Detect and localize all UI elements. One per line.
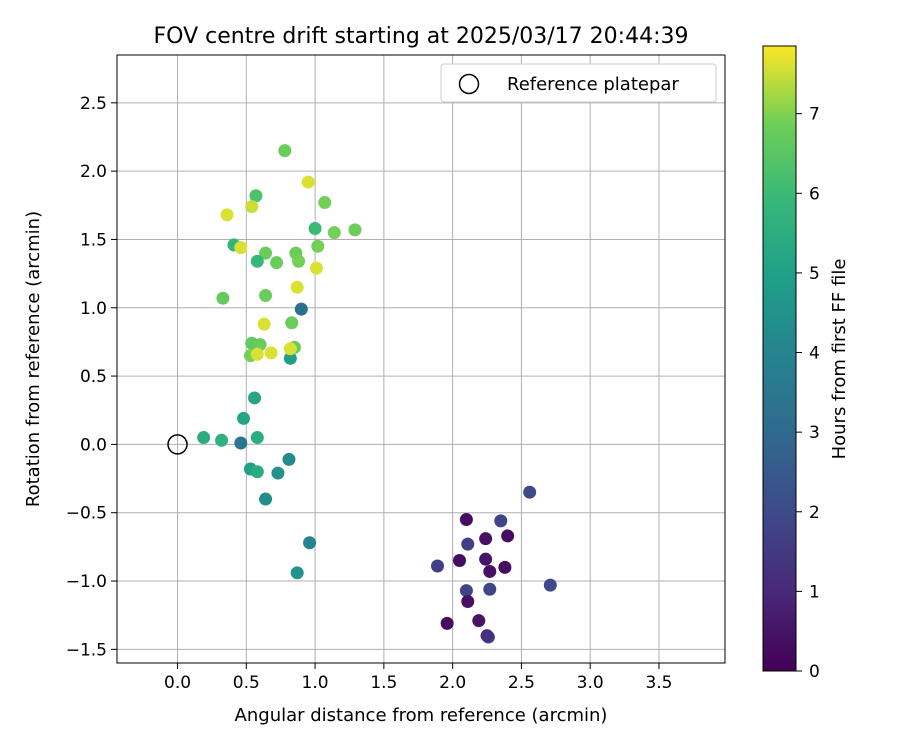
scatter-point (271, 466, 285, 480)
plot-frame (116, 54, 726, 664)
scatter-point (479, 552, 493, 566)
scatter-point (440, 616, 454, 630)
scatter-point (303, 536, 317, 550)
scatter-points (197, 144, 557, 644)
scatter-point (483, 582, 497, 596)
scatter-point (472, 614, 486, 628)
x-tick-label: 3.0 (577, 673, 604, 693)
scatter-point (479, 532, 493, 546)
scatter-point (318, 196, 332, 210)
scatter-point (498, 560, 512, 574)
x-tick-label: 0.0 (164, 673, 191, 693)
colorbar-tick-label: 3 (809, 423, 820, 443)
x-axis-label: Angular distance from reference (arcmin) (235, 705, 608, 726)
plot-area-background (117, 55, 725, 663)
y-tick-label: 2.5 (80, 94, 107, 114)
x-tick-label: 2.0 (439, 673, 466, 693)
colorbar: 0 1 2 3 4 5 6 7 Hours from first FF file (762, 45, 850, 682)
scatter-point (308, 222, 322, 236)
scatter-point (311, 239, 325, 253)
x-tick-label: 1.0 (302, 673, 329, 693)
scatter-point (250, 254, 264, 268)
scatter-point (234, 436, 248, 450)
y-tick-label: 1.5 (80, 230, 107, 250)
reference-platepar-marker (167, 434, 188, 455)
scatter-point (501, 529, 515, 543)
x-tick-label: 2.5 (508, 673, 535, 693)
scatter-point (250, 347, 264, 361)
scatter-point (259, 246, 273, 260)
scatter-point (278, 144, 292, 158)
scatter-point (290, 566, 304, 580)
scatter-point (270, 256, 284, 270)
scatter-point (523, 485, 537, 499)
scatter-point (257, 317, 271, 331)
scatter-point (248, 391, 262, 405)
scatter-point (494, 514, 508, 528)
scatter-point (249, 189, 263, 203)
scatter-point (264, 346, 278, 360)
colorbar-gradient (762, 45, 797, 672)
scatter-point (309, 261, 323, 275)
scatter-point (245, 200, 259, 214)
scatter-point (301, 175, 315, 189)
colorbar-tick-label: 6 (809, 184, 820, 204)
x-tick-label: 3.5 (645, 673, 672, 693)
scatter-point (461, 537, 475, 551)
scatter-point (459, 513, 473, 527)
colorbar-tick-label: 1 (809, 582, 820, 602)
scatter-point (461, 595, 475, 609)
y-axis-ticks: −1.5 −1.0 −0.5 0.0 0.5 1.0 1.5 2.0 2.5 (66, 94, 117, 660)
chart-title: FOV centre drift starting at 2025/03/17 … (154, 24, 689, 49)
colorbar-tick-label: 2 (809, 503, 820, 523)
scatter-point (543, 578, 557, 592)
legend-marker-reference (458, 73, 480, 95)
scatter-point (292, 254, 306, 268)
scatter-point (259, 492, 273, 506)
y-tick-label: 0.0 (80, 435, 107, 455)
scatter-point (282, 452, 296, 466)
colorbar-label: Hours from first FF file (829, 259, 850, 460)
scatter-point (197, 431, 211, 445)
y-tick-label: 0.5 (80, 367, 107, 387)
y-axis-label: Rotation from reference (arcmin) (23, 211, 44, 507)
scatter-point (459, 584, 473, 598)
colorbar-tick-label: 0 (809, 662, 820, 682)
y-tick-label: −1.5 (66, 640, 107, 660)
scatter-point (234, 241, 248, 255)
legend: Reference platepar (440, 63, 717, 103)
x-tick-label: 1.5 (370, 673, 397, 693)
colorbar-tick-label: 4 (809, 344, 820, 364)
y-tick-label: 1.0 (80, 299, 107, 319)
scatter-point (283, 351, 297, 365)
scatter-point (285, 316, 299, 330)
scatter-point (483, 564, 497, 578)
legend-label-reference: Reference platepar (507, 74, 679, 95)
scatter-point (215, 433, 229, 447)
scatter-point (283, 342, 297, 356)
colorbar-tick-label: 7 (809, 105, 820, 125)
legend-box (440, 63, 717, 103)
scatter-point (259, 288, 273, 302)
scatter-point (480, 629, 494, 643)
y-tick-label: −1.0 (66, 572, 107, 592)
colorbar-ticks: 0 1 2 3 4 5 6 7 (796, 105, 820, 682)
scatter-point (348, 223, 362, 237)
scatter-point (216, 291, 230, 305)
scatter-point (431, 559, 445, 573)
scatter-point (250, 431, 264, 445)
y-tick-label: 2.0 (80, 162, 107, 182)
scatter-point (220, 208, 234, 222)
y-tick-label: −0.5 (66, 504, 107, 524)
x-axis-ticks: 0.0 0.5 1.0 1.5 2.0 2.5 3.0 3.5 (164, 663, 672, 693)
scatter-point (250, 465, 264, 479)
scatter-point (327, 226, 341, 240)
scatter-point (237, 411, 251, 425)
scatter-point (290, 280, 304, 294)
x-tick-label: 0.5 (233, 673, 260, 693)
colorbar-tick-label: 5 (809, 264, 820, 284)
scatter-point (453, 554, 467, 568)
scatter-point (294, 302, 308, 316)
